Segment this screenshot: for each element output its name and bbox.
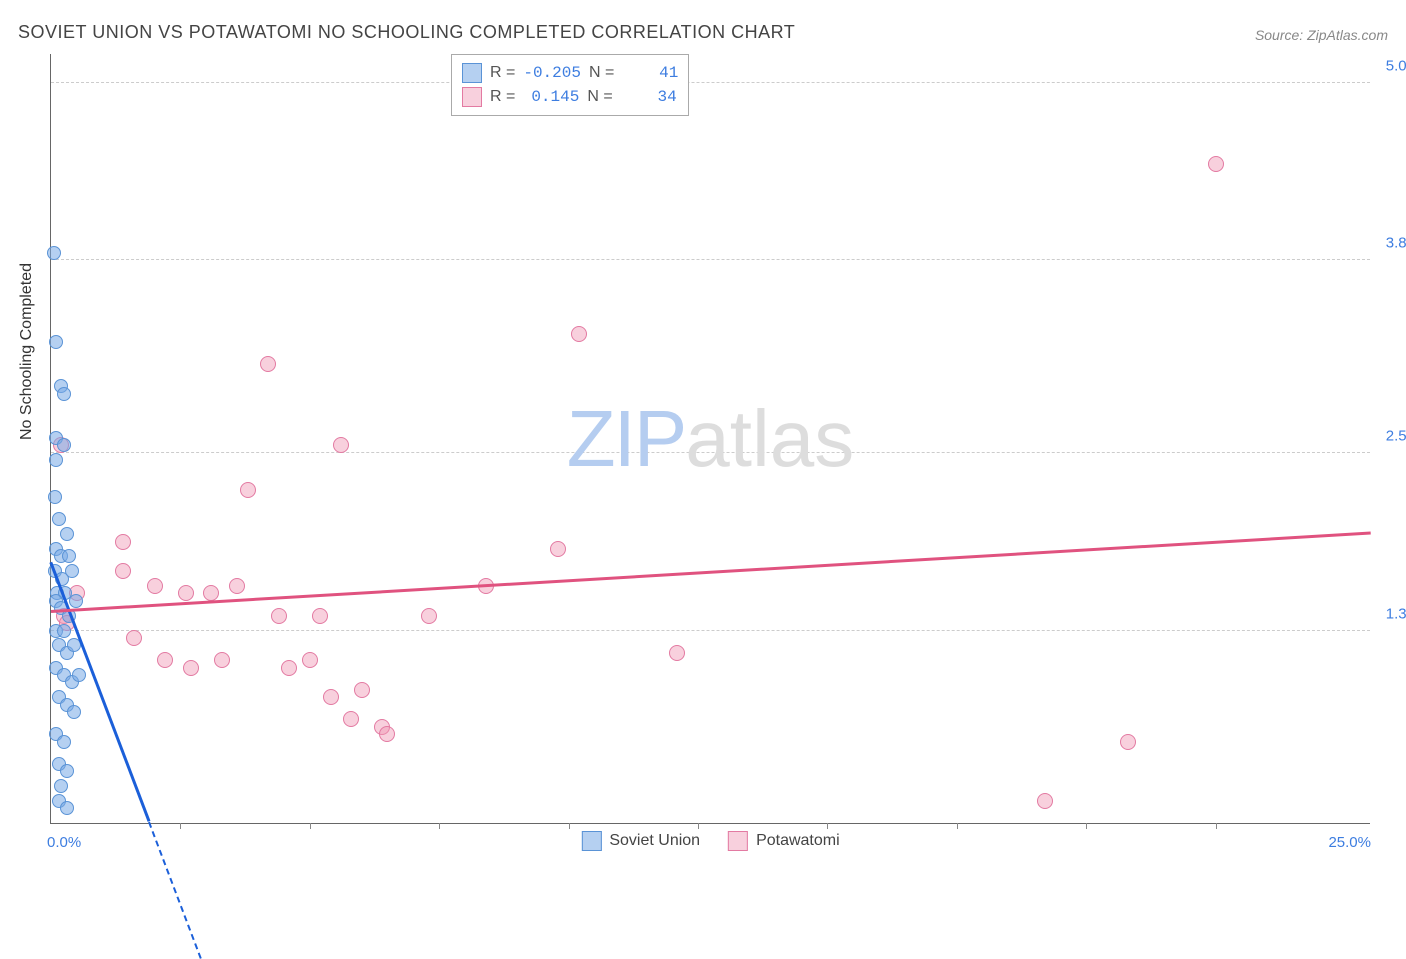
scatter-point-b bbox=[115, 563, 131, 579]
gridline bbox=[51, 82, 1370, 83]
r-label-a: R = bbox=[490, 61, 515, 85]
stats-row-series-b: R = 0.145 N = 34 bbox=[462, 85, 678, 109]
x-tick bbox=[439, 823, 440, 829]
x-tick bbox=[180, 823, 181, 829]
scatter-point-b bbox=[178, 585, 194, 601]
legend-item-b: Potawatomi bbox=[728, 831, 840, 851]
swatch-series-a bbox=[462, 63, 482, 83]
scatter-point-b bbox=[669, 645, 685, 661]
series-legend: Soviet Union Potawatomi bbox=[581, 831, 839, 851]
scatter-point-b bbox=[229, 578, 245, 594]
scatter-point-a bbox=[72, 668, 86, 682]
scatter-point-b bbox=[214, 652, 230, 668]
plot-area: ZIPatlas R = -0.205 N = 41 R = 0.145 N =… bbox=[50, 54, 1370, 824]
scatter-point-a bbox=[57, 735, 71, 749]
r-value-b: 0.145 bbox=[523, 85, 579, 109]
y-tick-label: 2.5% bbox=[1372, 427, 1406, 444]
scatter-point-b bbox=[281, 660, 297, 676]
gridline bbox=[51, 630, 1370, 631]
trendline-a-dashed bbox=[148, 822, 202, 959]
scatter-point-b bbox=[1037, 793, 1053, 809]
n-label-b: N = bbox=[587, 85, 612, 109]
scatter-point-b bbox=[240, 482, 256, 498]
x-tick bbox=[310, 823, 311, 829]
scatter-point-b bbox=[115, 534, 131, 550]
scatter-point-a bbox=[57, 438, 71, 452]
scatter-point-b bbox=[333, 437, 349, 453]
scatter-point-b bbox=[571, 326, 587, 342]
y-tick-label: 1.3% bbox=[1372, 605, 1406, 622]
scatter-point-a bbox=[67, 705, 81, 719]
scatter-point-a bbox=[65, 564, 79, 578]
scatter-point-b bbox=[1208, 156, 1224, 172]
scatter-point-b bbox=[126, 630, 142, 646]
scatter-point-b bbox=[302, 652, 318, 668]
gridline bbox=[51, 259, 1370, 260]
chart-title: SOVIET UNION VS POTAWATOMI NO SCHOOLING … bbox=[18, 22, 795, 43]
scatter-point-a bbox=[49, 453, 63, 467]
scatter-point-a bbox=[49, 335, 63, 349]
y-tick-label: 3.8% bbox=[1372, 235, 1406, 252]
n-value-b: 34 bbox=[621, 85, 677, 109]
watermark-zip: ZIP bbox=[567, 394, 685, 483]
scatter-point-b bbox=[271, 608, 287, 624]
scatter-point-b bbox=[421, 608, 437, 624]
scatter-point-a bbox=[57, 624, 71, 638]
n-label-a: N = bbox=[589, 61, 614, 85]
chart-header: SOVIET UNION VS POTAWATOMI NO SCHOOLING … bbox=[18, 22, 1388, 43]
scatter-point-b bbox=[343, 711, 359, 727]
correlation-stats-box: R = -0.205 N = 41 R = 0.145 N = 34 bbox=[451, 54, 689, 116]
scatter-point-a bbox=[62, 549, 76, 563]
scatter-point-a bbox=[52, 512, 66, 526]
watermark-atlas: atlas bbox=[685, 394, 854, 483]
legend-swatch-b bbox=[728, 831, 748, 851]
legend-item-a: Soviet Union bbox=[581, 831, 700, 851]
y-axis-title: No Schooling Completed bbox=[18, 263, 36, 440]
scatter-point-a bbox=[54, 779, 68, 793]
scatter-point-a bbox=[69, 594, 83, 608]
r-label-b: R = bbox=[490, 85, 515, 109]
scatter-point-a bbox=[57, 387, 71, 401]
x-tick-label-last: 25.0% bbox=[1328, 834, 1371, 851]
scatter-point-b bbox=[354, 682, 370, 698]
scatter-point-b bbox=[1120, 734, 1136, 750]
scatter-point-b bbox=[147, 578, 163, 594]
scatter-point-a bbox=[60, 801, 74, 815]
swatch-series-b bbox=[462, 87, 482, 107]
x-tick bbox=[1216, 823, 1217, 829]
x-tick bbox=[827, 823, 828, 829]
x-tick bbox=[698, 823, 699, 829]
stats-row-series-a: R = -0.205 N = 41 bbox=[462, 61, 678, 85]
scatter-point-b bbox=[260, 356, 276, 372]
watermark: ZIPatlas bbox=[567, 393, 854, 485]
scatter-point-b bbox=[323, 689, 339, 705]
scatter-point-b bbox=[312, 608, 328, 624]
scatter-point-b bbox=[183, 660, 199, 676]
x-tick bbox=[957, 823, 958, 829]
x-tick bbox=[569, 823, 570, 829]
x-tick-label-first: 0.0% bbox=[47, 834, 81, 851]
r-value-a: -0.205 bbox=[523, 61, 581, 85]
scatter-point-a bbox=[47, 246, 61, 260]
n-value-a: 41 bbox=[622, 61, 678, 85]
chart-source: Source: ZipAtlas.com bbox=[1255, 27, 1388, 43]
legend-swatch-a bbox=[581, 831, 601, 851]
x-tick bbox=[1086, 823, 1087, 829]
gridline bbox=[51, 452, 1370, 453]
y-tick-label: 5.0% bbox=[1372, 57, 1406, 74]
scatter-point-b bbox=[157, 652, 173, 668]
scatter-point-a bbox=[48, 490, 62, 504]
scatter-point-a bbox=[60, 764, 74, 778]
scatter-point-b bbox=[379, 726, 395, 742]
trendline-b bbox=[51, 532, 1371, 613]
legend-label-b: Potawatomi bbox=[756, 832, 840, 850]
scatter-point-b bbox=[550, 541, 566, 557]
scatter-point-a bbox=[60, 527, 74, 541]
legend-label-a: Soviet Union bbox=[609, 832, 700, 850]
